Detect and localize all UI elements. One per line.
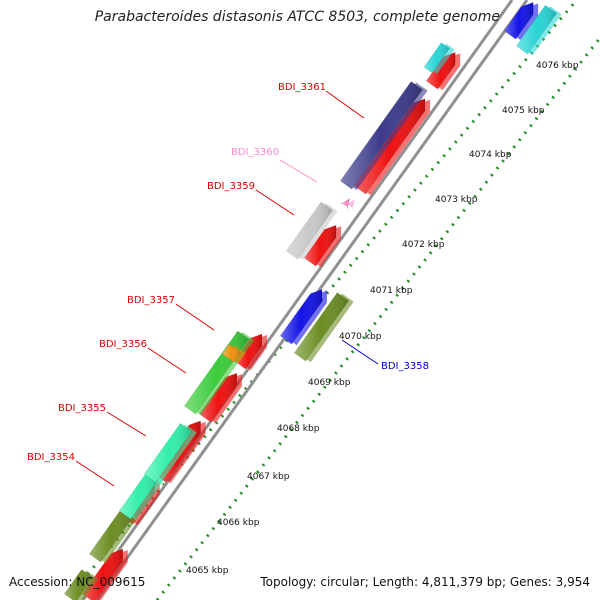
- tick-label: 4069 kbp: [308, 378, 351, 388]
- topology-label: Topology: circular; Length: 4,811,379 bp…: [260, 575, 590, 589]
- gene-label: BDI_3360: [231, 147, 279, 158]
- gene-feature-blue: [279, 289, 327, 346]
- tick-label: 4066 kbp: [217, 518, 260, 528]
- tick-label: 4072 kbp: [402, 240, 445, 250]
- gene-feature-olive: [293, 292, 354, 363]
- gene-feature-red: [198, 372, 242, 424]
- tick-dotted-line: [155, 37, 600, 600]
- accession-label: Accession: NC_009615: [9, 575, 146, 589]
- gene-feature-red: [425, 52, 461, 91]
- tick-label: 4067 kbp: [247, 472, 290, 482]
- gene-feature-navy: [339, 81, 428, 191]
- gene-feature-olive: [63, 569, 99, 600]
- gene-label: BDI_3358: [381, 361, 429, 372]
- gene-feature-orange: [221, 343, 246, 364]
- tick-label: 4074 kbp: [469, 150, 512, 160]
- gene-feature-cyan: [423, 42, 455, 74]
- tick-label: 4073 kbp: [435, 195, 478, 205]
- callout-leader-line: [255, 189, 295, 216]
- gene-feature-blue: [503, 2, 539, 41]
- gene-feature-cyan: [515, 4, 562, 56]
- gene-feature-mint: [118, 471, 164, 521]
- callout-leader-line: [325, 90, 365, 119]
- gene-callout: BDI_3361: [278, 82, 365, 119]
- tick-label: 4068 kbp: [277, 424, 320, 434]
- tick-label: 4076 kbp: [536, 61, 579, 71]
- callout-leader-line: [147, 347, 187, 374]
- map-title: Parabacteroides distasonis ATCC 8503, co…: [94, 9, 500, 25]
- tick-label: 4070 kbp: [339, 332, 382, 342]
- callout-leader-line: [175, 303, 215, 331]
- gene-callout: BDI_3359: [207, 181, 295, 216]
- gene-label: BDI_3361: [278, 82, 326, 93]
- gene-features: [63, 2, 562, 600]
- gene-feature-mint: [143, 423, 197, 484]
- gene-feature-olive: [88, 508, 138, 564]
- gene-callout: BDI_3360: [231, 147, 318, 183]
- gene-callout: BDI_3357: [127, 295, 215, 331]
- gene-feature-pink: [340, 197, 355, 210]
- gene-label: BDI_3359: [207, 181, 255, 192]
- gene-feature-gray: [285, 201, 338, 261]
- gene-feature-red: [81, 548, 128, 600]
- gene-label: BDI_3354: [27, 452, 75, 463]
- callout-leader-line: [75, 460, 115, 487]
- gene-callout: BDI_3358: [341, 339, 429, 372]
- tick-label: 4071 kbp: [370, 286, 413, 296]
- gene-feature-red: [303, 224, 342, 268]
- gene-feature-red: [353, 98, 430, 196]
- callout-leader-line: [341, 339, 379, 365]
- gene-callouts: BDI_3361 BDI_3360 BDI_3359 BDI_3357 BDI_3356…: [27, 82, 429, 487]
- callout-leader-line: [279, 159, 318, 183]
- tick-label: 4065 kbp: [186, 566, 229, 576]
- gene-feature-red: [233, 333, 267, 371]
- gene-callout: BDI_3355: [58, 403, 147, 437]
- gene-label: BDI_3355: [58, 403, 106, 414]
- tick-dotted-line: [68, 1, 577, 596]
- gene-callout: BDI_3354: [27, 452, 115, 487]
- gene-label: BDI_3356: [99, 339, 147, 350]
- tick-label: 4075 kbp: [502, 106, 545, 116]
- tick-marks: 4065 kbp 4066 kbp 4067 kbp 4068 kbp 4069 kbp…: [68, 1, 600, 600]
- callout-leader-line: [106, 411, 147, 437]
- gene-label: BDI_3357: [127, 295, 175, 306]
- gene-callout: BDI_3356: [99, 339, 187, 374]
